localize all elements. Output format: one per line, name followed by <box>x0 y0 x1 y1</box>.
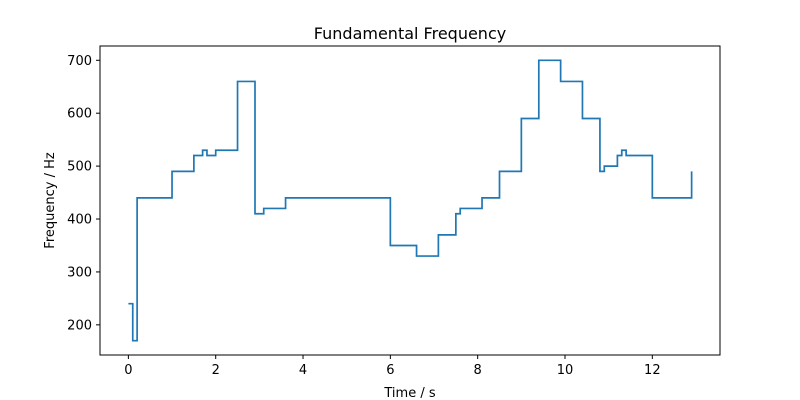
x-axis: 0 2 4 6 8 10 12 <box>124 355 661 378</box>
x-tick-label: 4 <box>299 363 307 378</box>
y-tick-label: 500 <box>67 160 92 175</box>
y-tick-label: 300 <box>67 265 92 280</box>
x-tick-label: 12 <box>644 363 661 378</box>
plot-area <box>100 46 720 355</box>
x-tick-label: 2 <box>212 363 220 378</box>
x-tick-label: 0 <box>124 363 132 378</box>
x-axis-label: Time / s <box>383 386 435 400</box>
y-tick-label: 600 <box>67 107 92 122</box>
chart-title: Fundamental Frequency <box>314 24 506 43</box>
y-tick-label: 400 <box>67 213 92 228</box>
plot-frame <box>99 45 721 356</box>
y-tick-label: 700 <box>67 54 92 69</box>
series-line-f0 <box>128 59 693 342</box>
y-axis-label: Frequency / Hz <box>43 152 58 249</box>
y-axis: 200 300 400 500 600 700 <box>67 54 100 333</box>
x-tick-label: 8 <box>474 363 482 378</box>
x-tick-label: 6 <box>386 363 394 378</box>
x-tick-label: 10 <box>557 363 574 378</box>
series-layer <box>128 59 693 342</box>
y-tick-label: 200 <box>67 318 92 333</box>
